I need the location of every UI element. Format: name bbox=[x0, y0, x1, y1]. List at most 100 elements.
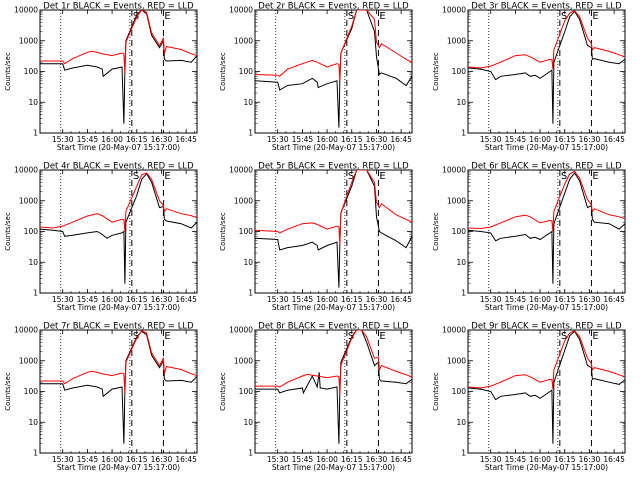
y-tick-label: 10000 bbox=[229, 166, 253, 175]
panel-title: Det 7r BLACK = Events, RED = LLD bbox=[43, 322, 194, 332]
x-tick-label: 15:30 bbox=[480, 295, 502, 304]
y-tick-label: 1 bbox=[461, 289, 466, 298]
x-axis-label: Start Time (20-May-07 15:17:00) bbox=[57, 143, 180, 152]
x-tick-label: 16:15 bbox=[554, 295, 576, 304]
x-tick-label: 16:15 bbox=[126, 455, 148, 464]
x-tick-label: 16:30 bbox=[151, 135, 173, 144]
series-lld-line bbox=[40, 330, 197, 395]
y-axis-label: Counts/sec bbox=[219, 212, 227, 251]
y-axis-label: Counts/sec bbox=[432, 212, 440, 251]
x-tick-label: 15:45 bbox=[505, 295, 527, 304]
x-tick-label: 16:15 bbox=[126, 135, 148, 144]
marker-label-s: S bbox=[348, 11, 354, 22]
x-tick-label: 16:15 bbox=[341, 135, 363, 144]
y-tick-label: 100 bbox=[24, 227, 39, 236]
x-tick-label: 16:00 bbox=[529, 295, 551, 304]
marker-label-e: E bbox=[592, 171, 598, 182]
series-events-line bbox=[40, 330, 197, 444]
y-axis-label: Counts/sec bbox=[219, 372, 227, 411]
y-tick-label: 10 bbox=[28, 98, 38, 107]
panel-det-4: Det 4r BLACK = Events, RED = LLD 15:30 15:… bbox=[4, 162, 198, 312]
x-tick-label: 16:15 bbox=[554, 455, 576, 464]
panel-det-5: Det 5r BLACK = Events, RED = LLD 15:30 15:… bbox=[219, 162, 413, 312]
y-tick-label: 100 bbox=[24, 387, 39, 396]
x-tick-label: 15:45 bbox=[505, 455, 527, 464]
panel-title: Det 2r BLACK = Events, RED = LLD bbox=[258, 2, 409, 12]
y-tick-label: 1 bbox=[248, 129, 253, 138]
series-lld-line bbox=[255, 10, 412, 81]
marker-label-s: S bbox=[561, 171, 567, 182]
series-events-line bbox=[255, 330, 412, 444]
x-tick-label: 15:45 bbox=[292, 135, 314, 144]
series-lld-line bbox=[468, 10, 625, 70]
panel-det-9: Det 9r BLACK = Events, RED = LLD 15:30 15:… bbox=[432, 322, 626, 472]
marker-label-e: E bbox=[379, 171, 385, 182]
y-tick-label: 1 bbox=[33, 289, 38, 298]
marker-label-s: S bbox=[133, 331, 139, 342]
panel-det-3: Det 3r BLACK = Events, RED = LLD 15:30 15:… bbox=[432, 2, 626, 152]
y-tick-label: 1000 bbox=[19, 356, 38, 365]
x-axis-label: Start Time (20-May-07 15:17:00) bbox=[272, 463, 395, 472]
y-tick-label: 1000 bbox=[447, 196, 466, 205]
panel-title: Det 4r BLACK = Events, RED = LLD bbox=[43, 162, 194, 172]
panel-title: Det 5r BLACK = Events, RED = LLD bbox=[258, 162, 409, 172]
y-tick-label: 1000 bbox=[234, 196, 253, 205]
x-tick-label: 15:45 bbox=[77, 455, 99, 464]
panel-title: Det 3r BLACK = Events, RED = LLD bbox=[471, 2, 622, 12]
series-lld-line bbox=[255, 170, 412, 244]
panel-title: Det 8r BLACK = Events, RED = LLD bbox=[258, 322, 409, 332]
x-tick-label: 16:00 bbox=[316, 135, 338, 144]
x-tick-label: 16:15 bbox=[554, 135, 576, 144]
plot-frame bbox=[254, 9, 413, 134]
panel-title: Det 6r BLACK = Events, RED = LLD bbox=[471, 162, 622, 172]
x-tick-label: 16:30 bbox=[579, 135, 601, 144]
x-tick-label: 16:45 bbox=[175, 295, 197, 304]
series-lld-line bbox=[468, 330, 625, 390]
marker-label-e: E bbox=[379, 331, 385, 342]
y-tick-label: 100 bbox=[452, 387, 467, 396]
y-tick-label: 10000 bbox=[14, 166, 38, 175]
series-events-line bbox=[255, 170, 412, 288]
y-tick-label: 100 bbox=[239, 387, 254, 396]
y-tick-label: 10000 bbox=[442, 166, 466, 175]
y-tick-label: 100 bbox=[239, 67, 254, 76]
y-tick-label: 10000 bbox=[442, 326, 466, 335]
y-axis-label: Counts/sec bbox=[4, 372, 12, 411]
x-tick-label: 16:30 bbox=[151, 295, 173, 304]
x-tick-label: 16:30 bbox=[151, 455, 173, 464]
y-tick-label: 1000 bbox=[447, 356, 466, 365]
y-tick-label: 1 bbox=[461, 449, 466, 458]
x-tick-label: 16:45 bbox=[603, 295, 625, 304]
x-tick-label: 16:00 bbox=[316, 295, 338, 304]
x-tick-label: 16:00 bbox=[101, 135, 123, 144]
x-axis-label: Start Time (20-May-07 15:17:00) bbox=[485, 463, 608, 472]
series-events-line bbox=[468, 330, 625, 444]
x-tick-label: 15:30 bbox=[480, 135, 502, 144]
y-tick-label: 1000 bbox=[447, 36, 466, 45]
x-tick-label: 15:45 bbox=[77, 135, 99, 144]
y-tick-label: 1 bbox=[461, 129, 466, 138]
y-tick-label: 1000 bbox=[234, 356, 253, 365]
marker-label-s: S bbox=[133, 171, 139, 182]
x-tick-label: 16:30 bbox=[579, 455, 601, 464]
series-lld-line bbox=[255, 330, 412, 395]
x-axis-label: Start Time (20-May-07 15:17:00) bbox=[485, 143, 608, 152]
y-tick-label: 10 bbox=[243, 418, 253, 427]
x-tick-label: 16:45 bbox=[603, 455, 625, 464]
x-tick-label: 16:45 bbox=[603, 135, 625, 144]
x-tick-label: 15:30 bbox=[480, 455, 502, 464]
x-axis-label: Start Time (20-May-07 15:17:00) bbox=[57, 463, 180, 472]
x-tick-label: 15:45 bbox=[77, 295, 99, 304]
x-tick-label: 16:00 bbox=[101, 455, 123, 464]
x-tick-label: 16:15 bbox=[341, 455, 363, 464]
y-tick-label: 100 bbox=[452, 227, 467, 236]
panel-det-2: Det 2r BLACK = Events, RED = LLD 15:30 15:… bbox=[219, 2, 413, 152]
y-tick-label: 10000 bbox=[229, 6, 253, 15]
x-tick-label: 16:00 bbox=[101, 295, 123, 304]
x-tick-label: 16:45 bbox=[175, 455, 197, 464]
marker-label-e: E bbox=[592, 11, 598, 22]
marker-label-e: E bbox=[164, 331, 170, 342]
y-tick-label: 1 bbox=[33, 129, 38, 138]
panel-title: Det 9r BLACK = Events, RED = LLD bbox=[471, 322, 622, 332]
